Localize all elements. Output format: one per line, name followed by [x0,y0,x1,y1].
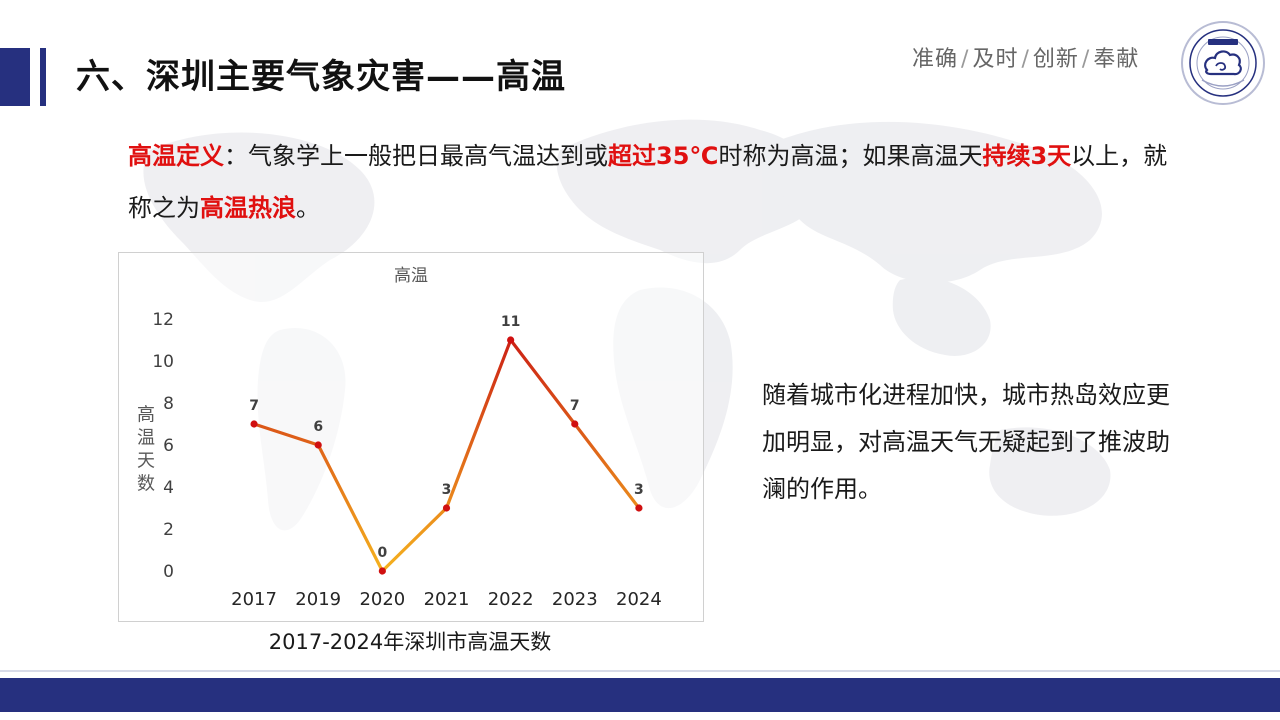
chart-frame: 高温 高温天数 0 2 4 6 8 10 12 2017 2019 2020 2021 2022 20… [118,252,704,622]
y-tick-label: 12 [152,310,174,330]
x-tick-label: 2022 [488,589,534,610]
slogan-item: 奉献 [1093,47,1140,72]
x-tick-label: 2021 [424,589,470,610]
definition-emphasis: 超过35℃ [608,142,719,170]
high-temp-days-line-chart: 高温 高温天数 0 2 4 6 8 10 12 2017 2019 2020 2021 2022 20… [137,266,662,610]
definition-text: 以上，就称之为 [128,142,1168,222]
slogan-separator: / [1021,47,1030,72]
y-axis-label: 高温天数 [137,405,155,495]
data-label: 0 [377,545,387,561]
slogan-item: 创新 [1032,47,1079,72]
urban-heat-island-note: 随着城市化进程加快，城市热岛效应更加明显，对高温天气无疑起到了推波助澜的作用。 [762,381,1170,503]
data-label: 3 [634,482,644,498]
data-point [571,420,579,428]
data-label: 7 [249,398,259,414]
x-tick-label: 2017 [231,589,277,610]
slogan-separator: / [1081,47,1091,72]
definition-text: 。 [296,194,320,222]
data-label: 6 [313,419,323,435]
series-line-segment [380,506,449,573]
definition-term: 高温定义 [128,142,224,170]
y-tick-label: 8 [163,394,174,414]
title-accent-bar [0,48,30,106]
y-tick-label: 0 [163,562,174,582]
high-temperature-definition: 高温定义：气象学上一般把日最高气温达到或超过35℃时称为高温；如果高温天持续3天… [128,130,1188,234]
chart-caption: 2017-2024年深圳市高温天数 [268,630,552,654]
series-line-segment [573,422,641,510]
page-title: 六、深圳主要气象灾害——高温 [76,57,566,97]
definition-text: 时称为高温；如果高温天 [718,142,983,170]
title-accent-stripe [40,48,46,106]
series-line-segment [316,443,384,573]
data-point [250,420,258,428]
data-point [635,504,643,512]
data-label: 3 [442,482,452,498]
footer-divider [0,670,1280,672]
y-tick-label: 6 [163,436,174,456]
footer-bar [0,678,1280,712]
x-tick-label: 2024 [616,589,662,610]
data-point [507,336,515,344]
slogan-item: 及时 [972,47,1019,72]
x-tick-label: 2019 [295,589,341,610]
y-tick-label: 10 [152,352,174,372]
slogan: 准确 / 及时 / 创新 / 奉献 [912,40,1139,80]
chart-title: 高温 [394,266,428,286]
data-point [314,441,322,449]
definition-emphasis: 高温热浪 [200,194,296,222]
definition-emphasis: 持续3天 [982,142,1072,170]
series-line-segment [444,338,513,510]
slogan-separator: / [961,47,970,72]
data-label: 7 [570,398,580,414]
definition-text: ：气象学上一般把日最高气温达到或 [224,142,608,170]
series-line-segment [509,338,577,426]
series-line-segment [252,422,320,447]
x-tick-label: 2023 [552,589,598,610]
data-point [378,567,386,575]
x-tick-label: 2020 [359,589,405,610]
y-tick-label: 2 [163,520,174,540]
y-tick-label: 4 [163,478,174,498]
meteorological-bureau-emblem-icon [1181,21,1265,105]
data-label: 11 [501,314,520,330]
data-point [442,504,451,512]
slogan-item: 准确 [912,47,959,72]
